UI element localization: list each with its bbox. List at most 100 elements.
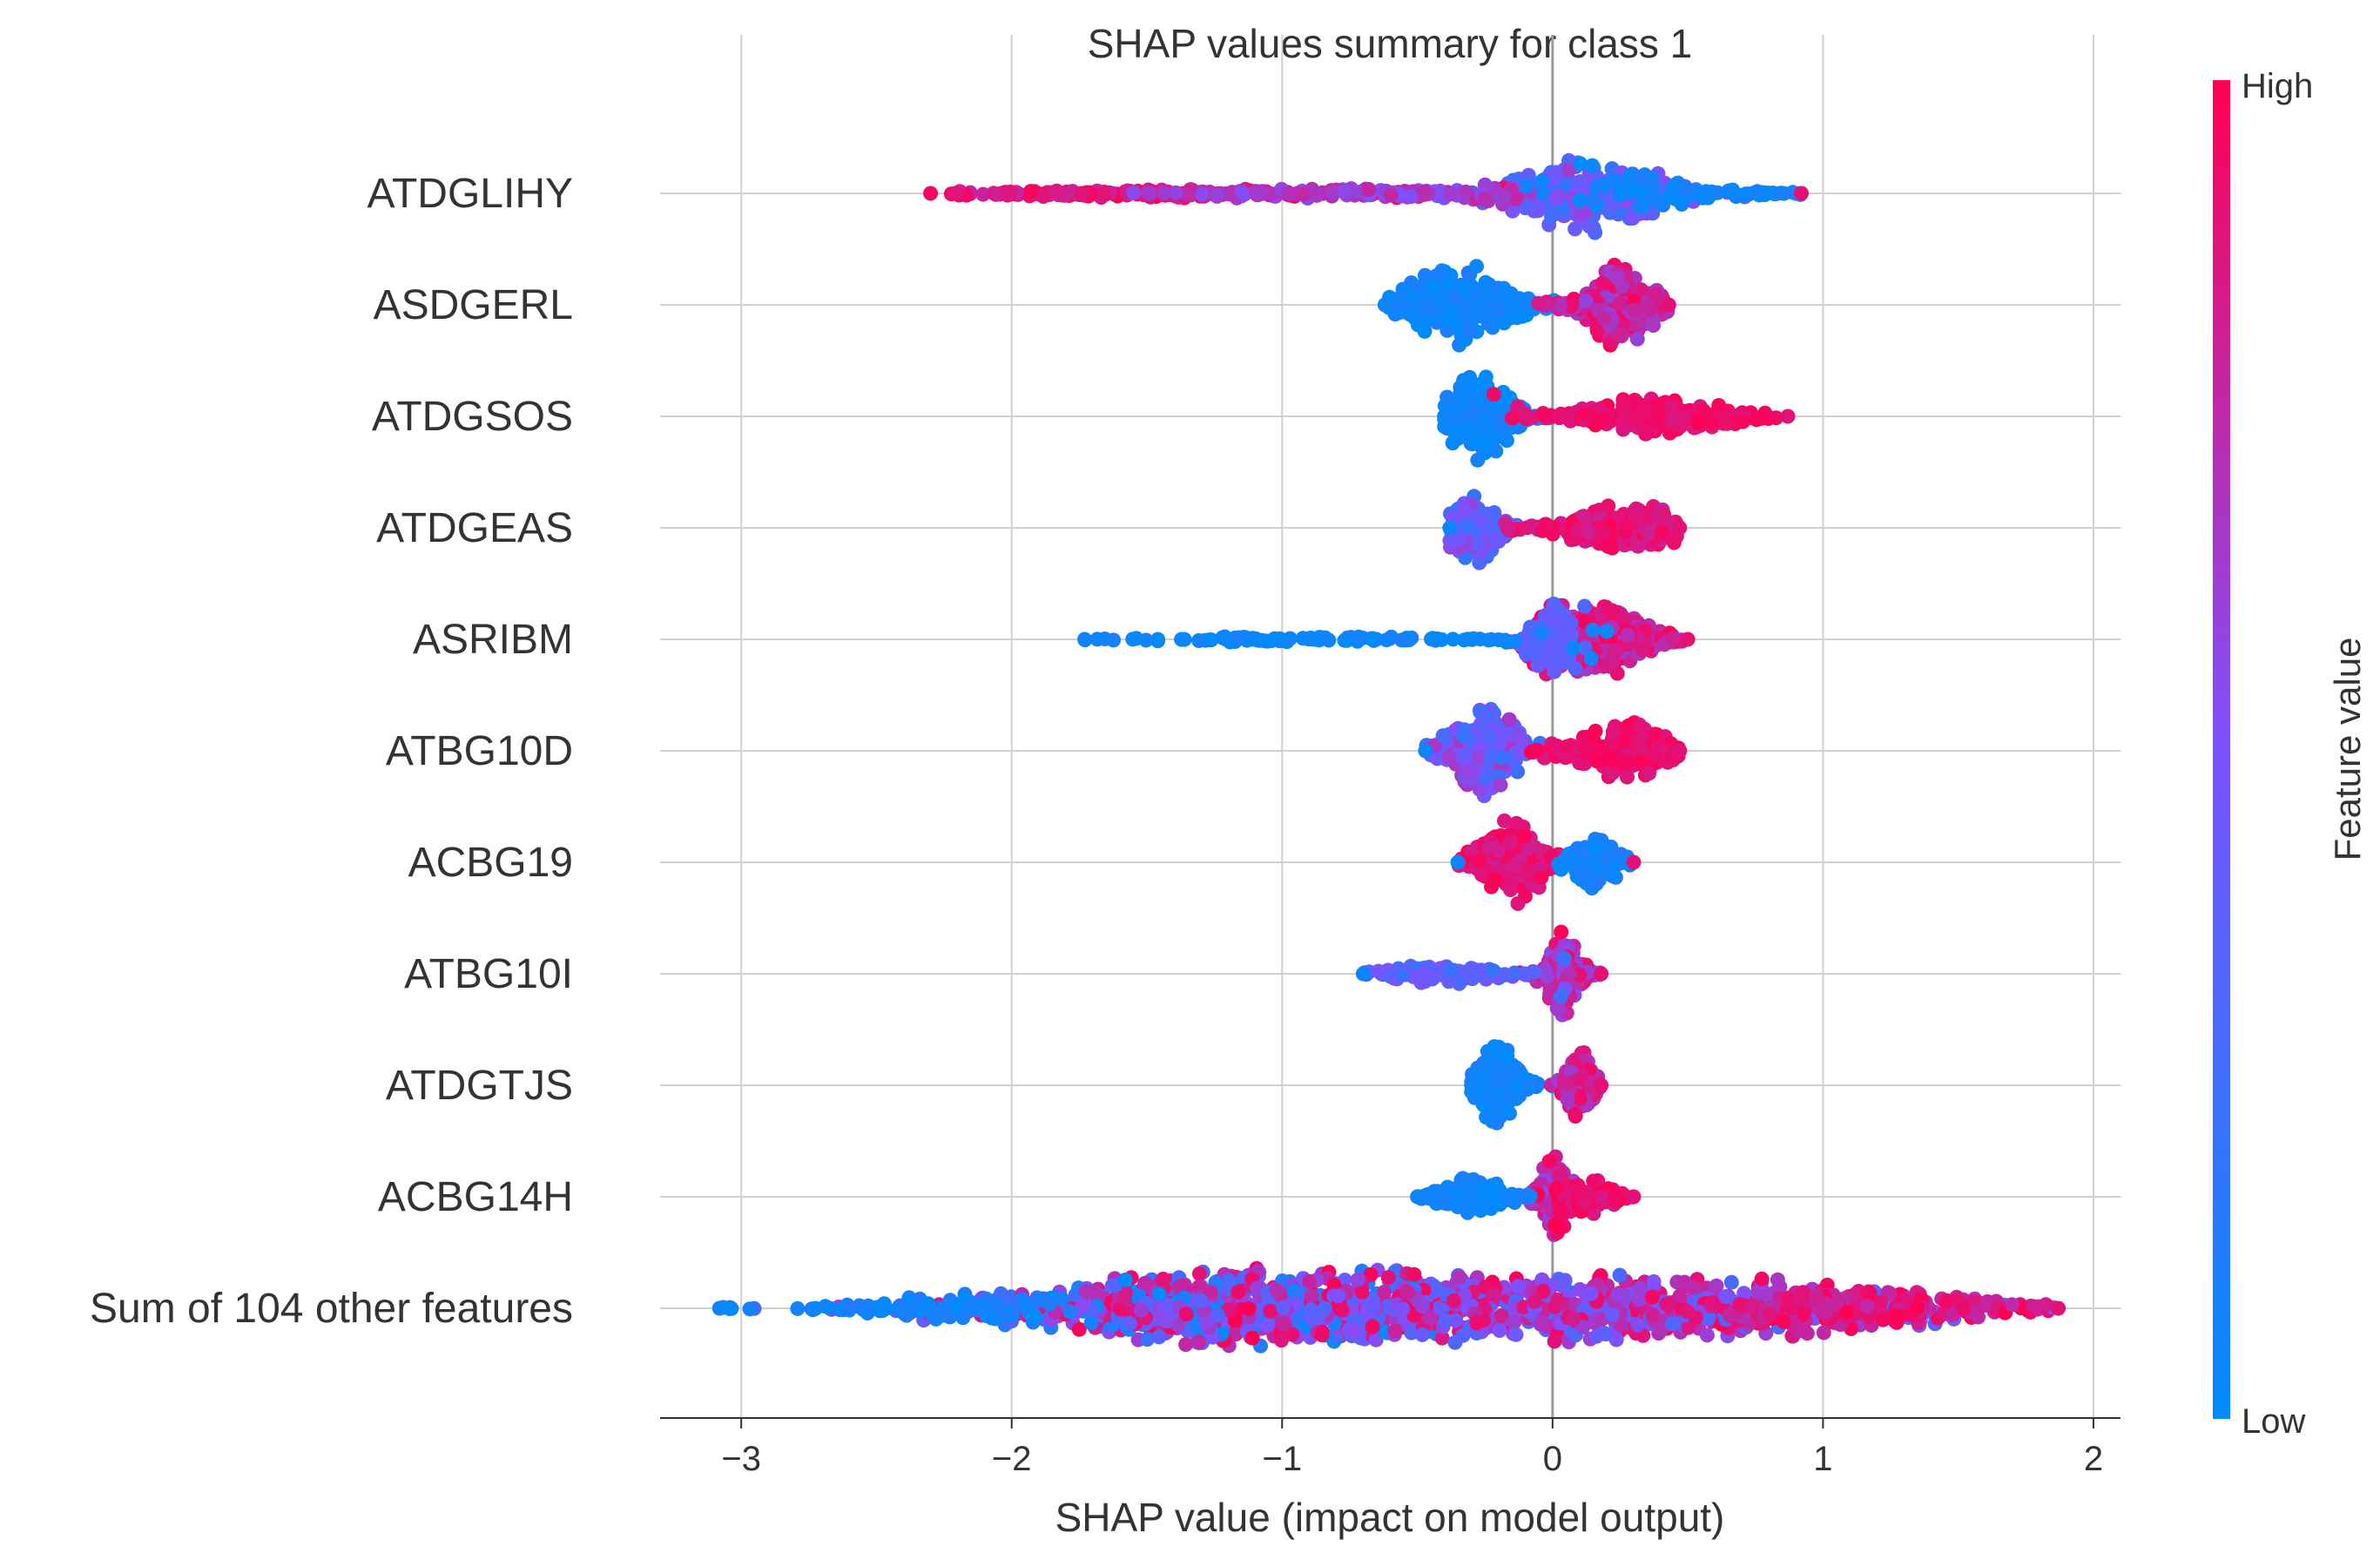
shap-point (1613, 184, 1628, 199)
shap-point (1507, 1064, 1522, 1079)
shap-point (1605, 735, 1621, 751)
shap-point (1355, 966, 1371, 982)
shap-point (1501, 712, 1517, 727)
shap-point (1023, 184, 1039, 199)
shap-point (1620, 769, 1635, 785)
shap-point (1481, 728, 1497, 744)
shap-point (1629, 331, 1645, 347)
shap-point (1602, 603, 1618, 618)
shap-point (1279, 633, 1294, 649)
shap-point (1585, 158, 1600, 173)
shap-point (975, 186, 991, 202)
shap-point (1635, 403, 1651, 419)
shap-point (1599, 624, 1615, 639)
shap-point (1630, 538, 1646, 554)
shap-point (1573, 1091, 1588, 1107)
shap-point (1501, 522, 1517, 537)
shap-point (1138, 632, 1154, 648)
shap-point (1500, 1192, 1516, 1207)
shap-point (1235, 185, 1250, 200)
shap-point (1126, 185, 1142, 200)
shap-point (1576, 509, 1592, 524)
shap-point (1552, 1219, 1568, 1235)
shap-point (1464, 1077, 1480, 1093)
shap-point (1194, 186, 1210, 202)
shap-point (1554, 861, 1569, 877)
shap-point (1632, 199, 1648, 214)
shap-point (1548, 1181, 1564, 1197)
shap-point (1573, 156, 1588, 172)
shap-point (1556, 950, 1572, 966)
feature-swarm (1077, 596, 1696, 682)
shap-point (948, 186, 964, 201)
shap-point (1678, 180, 1694, 196)
shap-point (1672, 520, 1688, 536)
shap-point (1394, 632, 1409, 648)
shap-point (1377, 297, 1392, 313)
shap-point (1457, 378, 1473, 394)
shap-point (1634, 753, 1649, 769)
shap-point (1529, 742, 1545, 758)
shap-point (1450, 854, 1466, 870)
shap-point (1680, 631, 1696, 647)
shap-point (1588, 840, 1603, 855)
shap-point (1437, 419, 1453, 435)
shap-point (1442, 520, 1458, 536)
shap-point (1553, 989, 1568, 1004)
shap-point (1496, 315, 1512, 331)
shap-point (1134, 1302, 1149, 1318)
shap-point (1666, 535, 1682, 550)
shap-point (1628, 394, 1643, 409)
shap-point (1719, 415, 1734, 430)
shap-point (1303, 631, 1318, 647)
shap-point (1530, 203, 1546, 219)
shap-point (1410, 1189, 1426, 1205)
shap-point (1608, 644, 1623, 659)
shap-point (1487, 840, 1502, 855)
shap-point (1477, 192, 1493, 207)
shap-point (1666, 409, 1682, 425)
shap-point (1241, 1301, 1257, 1317)
shap-point (1635, 642, 1650, 658)
shap-point (1463, 436, 1479, 451)
shap-point (1458, 746, 1473, 761)
shap-point (1476, 307, 1492, 322)
shap-point (1566, 640, 1581, 656)
shap-point (1427, 631, 1443, 647)
chart-title: SHAP values summary for class 1 (1088, 21, 1693, 66)
shap-point (1202, 632, 1217, 648)
shap-point (1434, 290, 1450, 306)
shap-point (1520, 167, 1536, 183)
shap-point (1455, 393, 1471, 409)
shap-point (1168, 185, 1183, 200)
feature-swarm (1437, 369, 1796, 468)
shap-point (1469, 259, 1484, 274)
grid (660, 35, 2120, 1418)
shap-point (1563, 299, 1579, 314)
shap-point (1661, 297, 1676, 313)
shap-point (1642, 766, 1657, 781)
shap-point (1626, 1189, 1642, 1205)
shap-point (1583, 651, 1599, 666)
shap-point (1492, 285, 1507, 301)
shap-point (1210, 187, 1225, 202)
shap-point (1457, 280, 1472, 295)
shap-point (1156, 186, 1171, 201)
shap-point (1620, 627, 1635, 643)
shap-point (1635, 728, 1650, 744)
shap-point (1449, 1185, 1465, 1201)
shap-point (1497, 813, 1512, 828)
shap-point (1570, 523, 1586, 538)
shap-point (1551, 602, 1567, 618)
shap-point (1510, 895, 1526, 911)
shap-point (1615, 397, 1631, 413)
shap-point (1611, 327, 1627, 342)
shap-point (1456, 729, 1472, 745)
shap-point (1504, 410, 1520, 426)
shap-point (1443, 534, 1459, 550)
shap-point (1633, 282, 1648, 298)
shap-point (1510, 399, 1526, 415)
shap-point (1456, 502, 1472, 517)
shap-point (1247, 631, 1263, 647)
shap-point (1404, 189, 1419, 205)
